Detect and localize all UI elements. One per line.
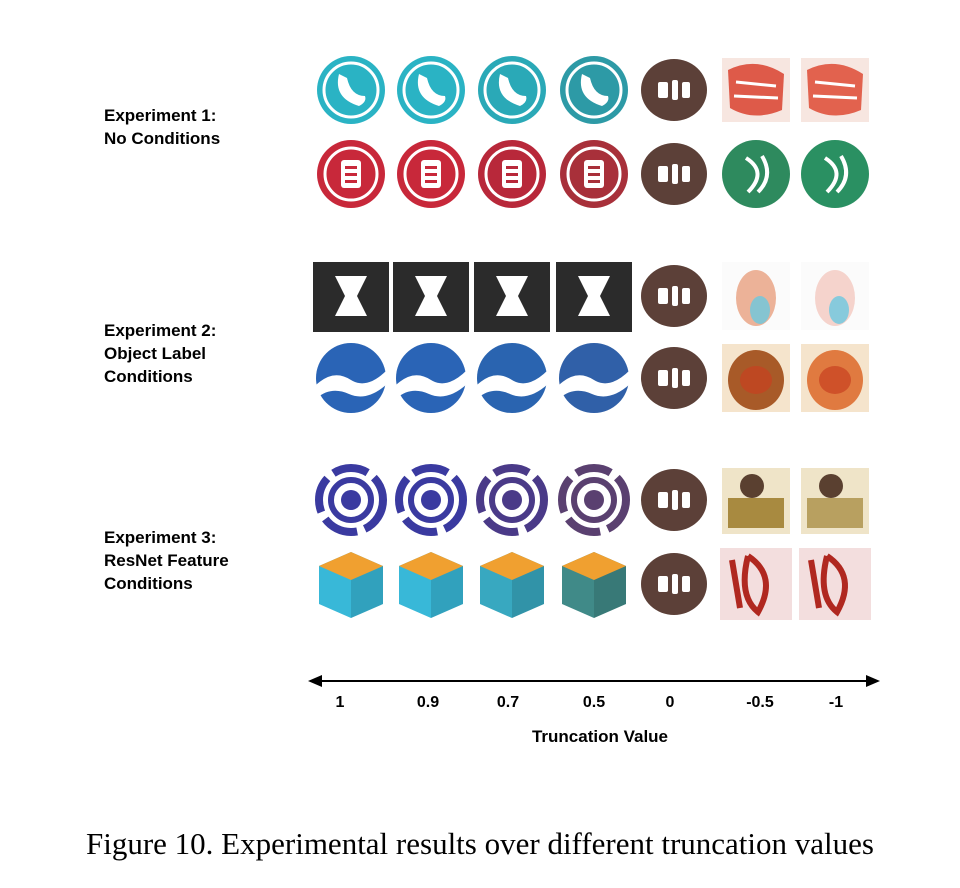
generated-image-black-hourglass-logo-t0	[313, 258, 389, 334]
generated-image-teal-phone-logo-t1	[393, 52, 469, 128]
generated-image-cyan-cube-logo-t4	[636, 546, 712, 622]
generated-image-teal-phone-logo-t3	[556, 52, 632, 128]
experiment-2-label: Experiment 2: Object Label Conditions	[104, 319, 216, 388]
generated-image-blue-wave-logo-t6	[797, 340, 873, 416]
generated-image-blue-wave-logo-t0	[313, 340, 389, 416]
experiment-3-label: Experiment 3: ResNet Feature Conditions	[104, 526, 229, 595]
generated-image-red-badge-logo-t5	[718, 136, 794, 212]
generated-image-blue-wave-logo-t4	[636, 340, 712, 416]
tick-label-0.7: 0.7	[496, 694, 520, 711]
generated-image-red-badge-logo-t4	[636, 136, 712, 212]
generated-image-red-badge-logo-t2	[474, 136, 550, 212]
generated-image-red-badge-logo-t3	[556, 136, 632, 212]
tick-label-0: 0	[665, 694, 675, 711]
experiment-2-condition-line1: Object Label	[104, 344, 207, 363]
tick-label-0.5: 0.5	[582, 694, 606, 711]
generated-image-purple-ring-logo-t2	[474, 462, 550, 538]
tick-label-neg1: -1	[828, 694, 844, 711]
generated-image-cyan-cube-logo-t5	[718, 546, 794, 622]
truncation-axis	[308, 670, 880, 692]
generated-image-blue-wave-logo-t2	[474, 340, 550, 416]
generated-image-cyan-cube-logo-t1	[393, 546, 469, 622]
generated-image-purple-ring-logo-t0	[313, 462, 389, 538]
axis-title: Truncation Value	[531, 727, 669, 746]
experiment-2-condition-line2: Conditions	[104, 367, 193, 386]
generated-image-cyan-cube-logo-t6	[797, 546, 873, 622]
generated-image-black-hourglass-logo-t6	[797, 258, 873, 334]
generated-image-cyan-cube-logo-t2	[474, 546, 550, 622]
experiment-1-label: Experiment 1: No Conditions	[104, 104, 220, 150]
generated-image-black-hourglass-logo-t1	[393, 258, 469, 334]
generated-image-teal-phone-logo-t5	[718, 52, 794, 128]
generated-image-black-hourglass-logo-t4	[636, 258, 712, 334]
tick-label-0.9: 0.9	[416, 694, 440, 711]
generated-image-purple-ring-logo-t1	[393, 462, 469, 538]
experiment-3-condition-line2: Conditions	[104, 574, 193, 593]
generated-image-red-badge-logo-t6	[797, 136, 873, 212]
generated-image-red-badge-logo-t0	[313, 136, 389, 212]
tick-label-1: 1	[335, 694, 345, 711]
generated-image-teal-phone-logo-t2	[474, 52, 550, 128]
generated-image-blue-wave-logo-t3	[556, 340, 632, 416]
generated-image-teal-phone-logo-t6	[797, 52, 873, 128]
generated-image-teal-phone-logo-t0	[313, 52, 389, 128]
generated-image-purple-ring-logo-t5	[718, 462, 794, 538]
generated-image-purple-ring-logo-t4	[636, 462, 712, 538]
figure-caption: Figure 10. Experimental results over dif…	[86, 826, 874, 861]
experiment-1-title: Experiment 1:	[104, 106, 217, 125]
generated-image-red-badge-logo-t1	[393, 136, 469, 212]
generated-image-teal-phone-logo-t4	[636, 52, 712, 128]
generated-image-blue-wave-logo-t1	[393, 340, 469, 416]
generated-image-black-hourglass-logo-t5	[718, 258, 794, 334]
experiment-3-condition-line1: ResNet Feature	[104, 551, 229, 570]
generated-image-cyan-cube-logo-t3	[556, 546, 632, 622]
tick-label-neg0.5: -0.5	[746, 694, 774, 711]
generated-image-black-hourglass-logo-t2	[474, 258, 550, 334]
generated-image-purple-ring-logo-t3	[556, 462, 632, 538]
generated-image-black-hourglass-logo-t3	[556, 258, 632, 334]
generated-image-blue-wave-logo-t5	[718, 340, 794, 416]
experiment-3-title: Experiment 3:	[104, 528, 217, 547]
generated-image-cyan-cube-logo-t0	[313, 546, 389, 622]
experiment-1-condition: No Conditions	[104, 129, 221, 148]
experiment-2-title: Experiment 2:	[104, 321, 217, 340]
generated-image-purple-ring-logo-t6	[797, 462, 873, 538]
